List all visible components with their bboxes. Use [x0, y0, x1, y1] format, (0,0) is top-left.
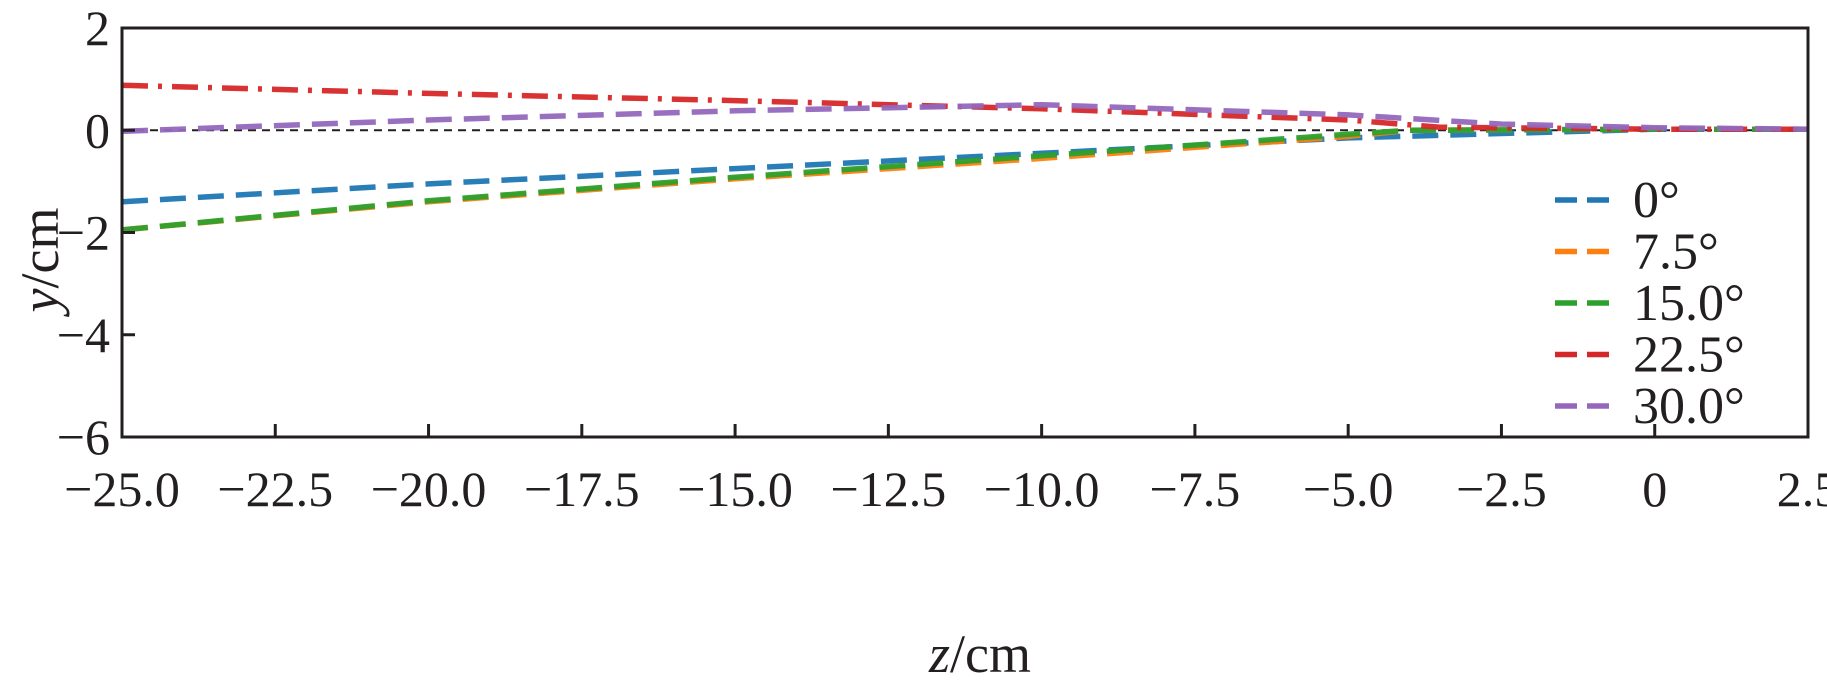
- legend-label-3: 22.5°: [1633, 327, 1745, 384]
- legend: 0°7.5°15.0°22.5°30.0°: [1555, 172, 1745, 435]
- x-tick-label: 2.5: [1777, 461, 1827, 517]
- y-tick-label: 0: [85, 102, 110, 158]
- legend-label-0: 0°: [1633, 172, 1680, 229]
- series-line-2: [121, 126, 1808, 233]
- x-tick-label: −2.5: [1456, 461, 1547, 517]
- y-tick-label: 2: [85, 0, 110, 56]
- legend-label-4: 30.0°: [1633, 378, 1745, 435]
- x-axis-title: z/cm: [928, 624, 1031, 683]
- x-tick-label: −17.5: [524, 461, 640, 517]
- x-tick-label: −15.0: [677, 461, 793, 517]
- x-tick-label: 0: [1642, 461, 1667, 517]
- x-tick-label: −7.5: [1150, 461, 1241, 517]
- y-tick-label: −4: [57, 307, 110, 363]
- x-tick-label: −10.0: [984, 461, 1100, 517]
- series-line-4: [121, 101, 1809, 135]
- y-tick-label: −6: [57, 409, 110, 465]
- x-tick-label: −12.5: [831, 461, 947, 517]
- x-axis-ticks: −25.0 −22.5 −20.0 −17.5 −15.0 −12.5 −10.0 −7.5 −…: [64, 424, 1827, 517]
- y-axis-ticks: 2 0 −2 −4 −6: [57, 0, 135, 465]
- y-tick-label: −2: [57, 205, 110, 261]
- x-tick-label: −25.0: [64, 461, 180, 517]
- series-line-1: [121, 126, 1808, 233]
- plot-area: [120, 26, 1810, 439]
- legend-label-2: 15.0°: [1633, 275, 1745, 332]
- x-tick-label: −22.5: [217, 461, 333, 517]
- x-tick-label: −5.0: [1303, 461, 1394, 517]
- legend-label-1: 7.5°: [1633, 224, 1719, 281]
- series-line-3: [121, 82, 1808, 132]
- y-axis-title: y/cm: [10, 208, 70, 318]
- x-tick-label: −20.0: [371, 461, 487, 517]
